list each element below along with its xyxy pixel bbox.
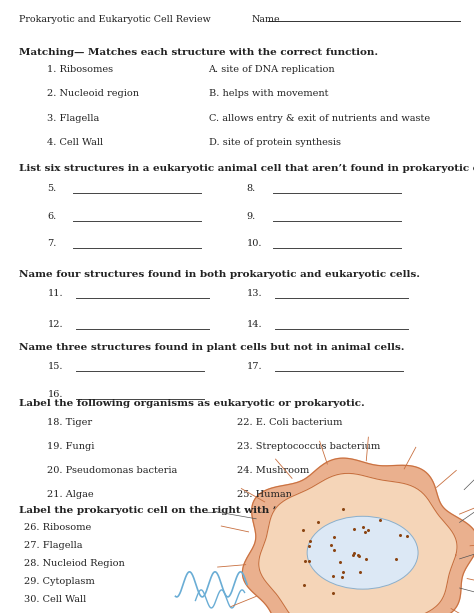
Text: 18. Tiger: 18. Tiger — [47, 418, 92, 427]
Text: 19. Fungi: 19. Fungi — [47, 442, 95, 451]
Text: 25. Human: 25. Human — [237, 490, 292, 500]
Text: 3. Flagella: 3. Flagella — [47, 113, 100, 123]
Text: Prokaryotic and Eukaryotic Cell Review: Prokaryotic and Eukaryotic Cell Review — [19, 15, 211, 24]
Text: 24. Mushroom: 24. Mushroom — [237, 466, 309, 475]
Text: 8.: 8. — [246, 184, 256, 193]
Text: B. helps with movement: B. helps with movement — [209, 89, 328, 99]
Text: D. site of protein synthesis: D. site of protein synthesis — [209, 138, 340, 147]
Text: 26. Ribosome: 26. Ribosome — [24, 522, 91, 531]
Text: 5.: 5. — [47, 184, 57, 193]
Text: 15.: 15. — [47, 362, 63, 371]
Text: 30. Cell Wall: 30. Cell Wall — [24, 595, 86, 604]
Text: 6.: 6. — [47, 211, 57, 221]
Text: 4. Cell Wall: 4. Cell Wall — [47, 138, 103, 147]
Text: A. site of DNA replication: A. site of DNA replication — [209, 66, 335, 74]
Text: 21. Algae: 21. Algae — [47, 490, 94, 500]
Text: 9.: 9. — [246, 211, 256, 221]
Text: 29. Cytoplasm: 29. Cytoplasm — [24, 577, 94, 586]
Text: 7.: 7. — [47, 239, 57, 248]
Polygon shape — [259, 473, 457, 613]
Text: Matching— Matches each structure with the correct function.: Matching— Matches each structure with th… — [19, 48, 378, 57]
Ellipse shape — [307, 516, 418, 589]
Text: 23. Streptococcus bacterium: 23. Streptococcus bacterium — [237, 442, 380, 451]
Text: Name three structures found in plant cells but not in animal cells.: Name three structures found in plant cel… — [19, 343, 404, 352]
Text: 14.: 14. — [246, 319, 262, 329]
Text: 10.: 10. — [246, 239, 262, 248]
Text: 16.: 16. — [47, 390, 63, 400]
Text: 17.: 17. — [246, 362, 262, 371]
Text: 1. Ribosomes: 1. Ribosomes — [47, 66, 114, 74]
Text: List six structures in a eukaryotic animal cell that aren’t found in prokaryotic: List six structures in a eukaryotic anim… — [19, 164, 474, 173]
Text: Label the following organisms as eukaryotic or prokaryotic.: Label the following organisms as eukaryo… — [19, 400, 365, 408]
Text: 11.: 11. — [47, 289, 63, 299]
Text: 28. Nucleiod Region: 28. Nucleiod Region — [24, 558, 125, 568]
Text: Name: Name — [251, 15, 280, 24]
Text: 22. E. Coli bacterium: 22. E. Coli bacterium — [237, 418, 342, 427]
Text: Name four structures found in both prokaryotic and eukaryotic cells.: Name four structures found in both proka… — [19, 270, 420, 280]
Text: Label the prokaryotic cell on the right with the following:: Label the prokaryotic cell on the right … — [19, 506, 353, 516]
Text: 20. Pseudomonas bacteria: 20. Pseudomonas bacteria — [47, 466, 178, 475]
Polygon shape — [242, 458, 474, 613]
Text: C. allows entry & exit of nutrients and waste: C. allows entry & exit of nutrients and … — [209, 113, 430, 123]
Text: 13.: 13. — [246, 289, 262, 299]
Text: 27. Flagella: 27. Flagella — [24, 541, 82, 550]
Text: 2. Nucleoid region: 2. Nucleoid region — [47, 89, 139, 99]
Text: 12.: 12. — [47, 319, 63, 329]
